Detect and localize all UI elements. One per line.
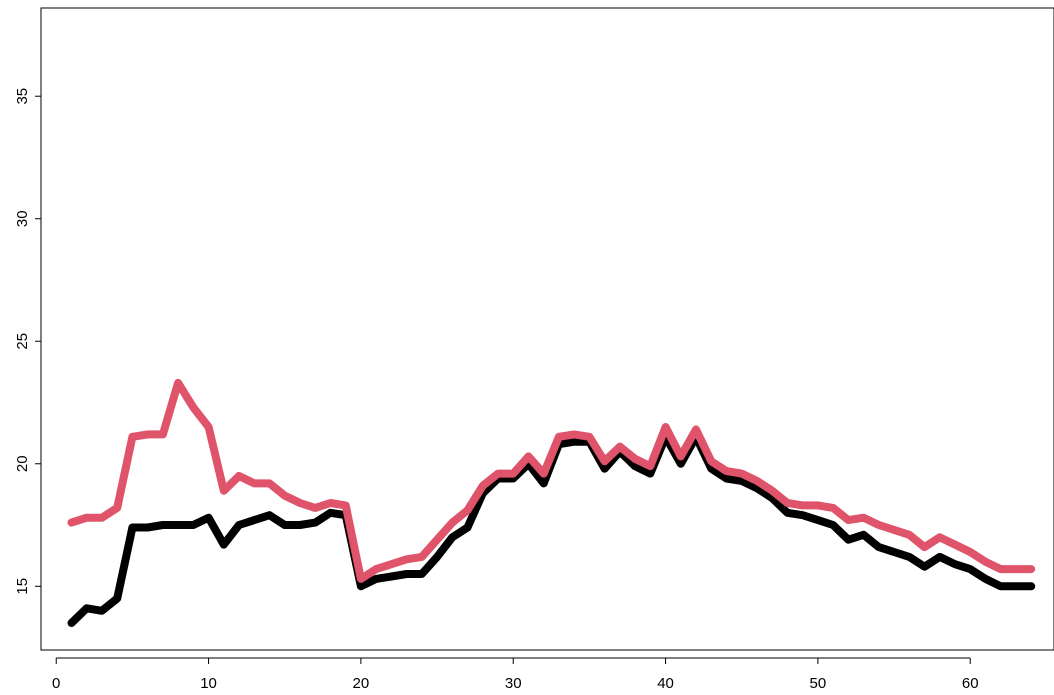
y-tick-label: 15 bbox=[14, 578, 31, 595]
x-tick-label: 40 bbox=[657, 675, 674, 692]
y-tick-label: 30 bbox=[14, 210, 31, 227]
x-axis: 0 10 20 30 40 50 60 bbox=[52, 657, 979, 692]
x-tick-label: 10 bbox=[200, 675, 217, 692]
x-tick-label: 30 bbox=[505, 675, 522, 692]
x-tick-label: 50 bbox=[810, 675, 827, 692]
y-tick-label: 35 bbox=[14, 88, 31, 105]
series-line-2 bbox=[67, 378, 1036, 583]
y-axis: 15 20 25 30 35 bbox=[14, 88, 42, 595]
y-tick-label: 25 bbox=[14, 333, 31, 350]
y-tick-label: 20 bbox=[14, 455, 31, 472]
x-tick-label: 60 bbox=[962, 675, 979, 692]
x-tick-label: 0 bbox=[52, 675, 60, 692]
series-group bbox=[67, 378, 1036, 627]
x-tick-label: 20 bbox=[353, 675, 370, 692]
